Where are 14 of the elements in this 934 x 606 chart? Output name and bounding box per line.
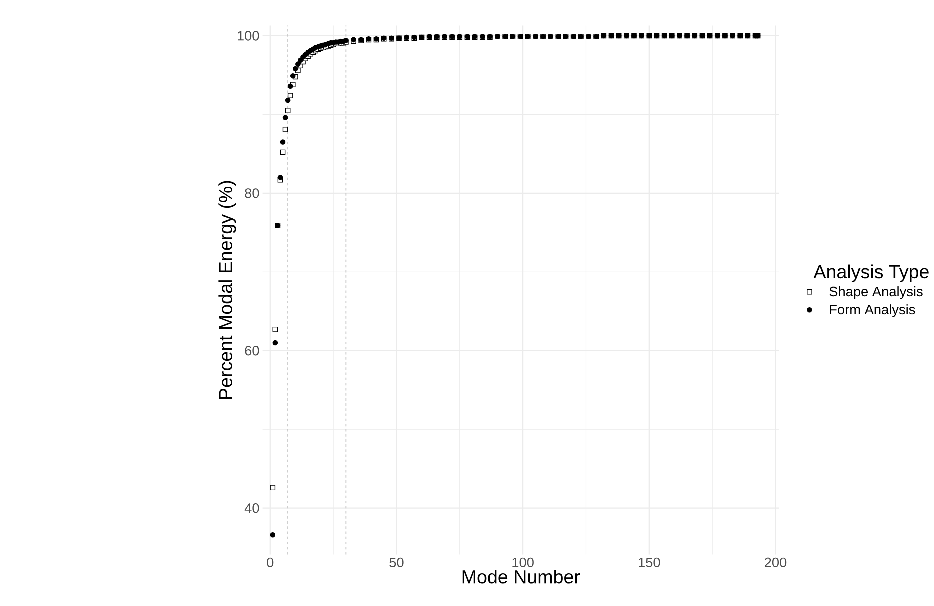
legend-label: Shape Analysis (830, 286, 923, 300)
y-tick-label: 60 (245, 346, 260, 356)
x-tick-label: 100 (512, 558, 534, 568)
y-axis-title: Percent Modal Energy (%) (218, 181, 236, 399)
x-tick-label: 0 (267, 558, 274, 568)
x-tick-label: 150 (639, 558, 660, 568)
x-tick-label: 200 (765, 558, 787, 568)
x-tick-label: 50 (390, 558, 404, 568)
x-axis-title: Mode Number (462, 570, 580, 584)
legend-label: Form Analysis (830, 304, 916, 318)
y-tick-label: 100 (238, 31, 260, 41)
y-tick-label: 80 (245, 188, 260, 198)
legend-title: Analysis Type (814, 264, 929, 282)
y-tick-label: 40 (244, 504, 260, 514)
